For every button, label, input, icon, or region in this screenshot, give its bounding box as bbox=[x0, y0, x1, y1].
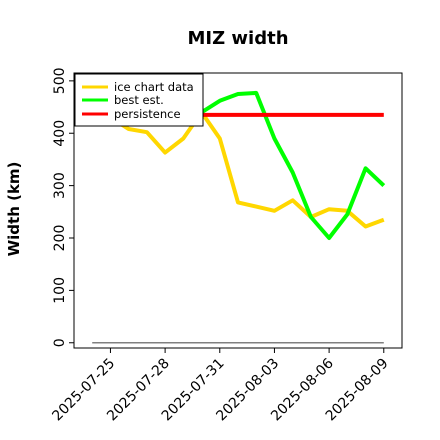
y-axis-label: Width (km) bbox=[5, 162, 23, 257]
legend-label-persistence: persistence bbox=[114, 107, 181, 121]
legend: ice chart data best est. persistence bbox=[74, 73, 204, 127]
series-line-best-est bbox=[200, 90, 386, 240]
plot-frame bbox=[73, 72, 403, 349]
chart-title: MIZ width bbox=[187, 28, 288, 49]
y-tick-label: 400 bbox=[52, 120, 68, 147]
y-tick-label: 0 bbox=[52, 338, 68, 347]
legend-label-ice-chart-data: ice chart data bbox=[114, 80, 194, 94]
x-axis: 2025-07-252025-07-282025-07-312025-08-03… bbox=[49, 348, 392, 424]
legend-label-best-est: best est. bbox=[114, 93, 164, 107]
series-line-ice-chart-data bbox=[91, 110, 385, 229]
y-tick-label: 200 bbox=[52, 225, 68, 252]
y-axis: 0 100 200 300 400 500 bbox=[52, 67, 74, 347]
y-tick-label: 500 bbox=[52, 67, 68, 94]
y-tick-label: 300 bbox=[52, 172, 68, 199]
series-layer bbox=[91, 90, 386, 344]
y-tick-label: 100 bbox=[52, 277, 68, 304]
